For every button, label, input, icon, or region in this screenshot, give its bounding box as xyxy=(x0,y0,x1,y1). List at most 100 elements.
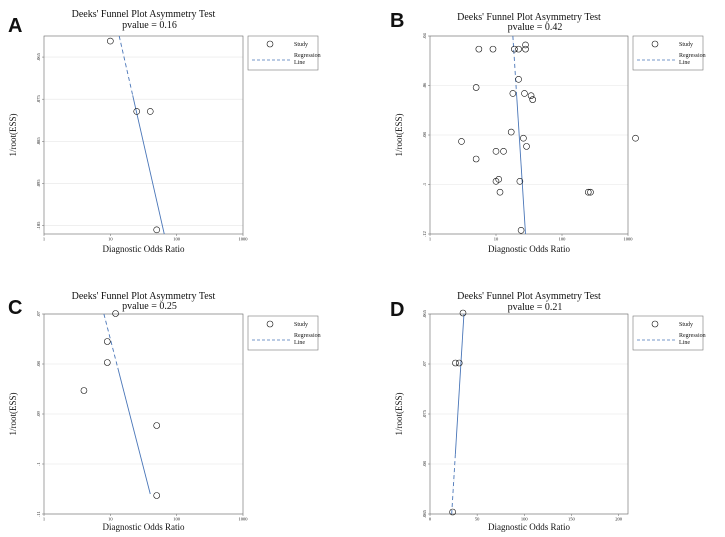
study-point xyxy=(500,148,507,155)
study-point xyxy=(632,134,639,142)
x-tick-label: 100 xyxy=(173,517,181,522)
legend-regression-label: Regression xyxy=(294,333,321,339)
study-point xyxy=(449,508,456,516)
study-point xyxy=(472,155,480,163)
panel-letter: A xyxy=(8,15,22,37)
y-tick-label: .08 xyxy=(422,460,427,466)
y-axis-label: 1/root(ESS) xyxy=(394,113,404,156)
regression-line-group xyxy=(118,36,165,234)
chart-title: Deeks' Funnel Plot Asymmetry Test xyxy=(457,12,601,23)
study-point xyxy=(496,188,504,196)
chart-pvalue: pvalue = 0.21 xyxy=(508,302,563,313)
panel-letter: D xyxy=(390,299,404,321)
study-point xyxy=(515,45,522,53)
x-tick-label: 1 xyxy=(43,237,45,242)
y-tick-label: .1 xyxy=(36,462,41,465)
x-tick-label: 1 xyxy=(429,237,431,242)
study-point xyxy=(584,188,592,196)
y-tick-label: .08 xyxy=(36,360,41,366)
study-point xyxy=(452,359,459,367)
x-tick-label: 200 xyxy=(615,517,623,522)
x-tick-label: 10 xyxy=(108,517,113,522)
y-tick-label: .1 xyxy=(422,183,427,186)
panel-d: D Deeks' Funnel Plot Asymmetry Testpvalue… xyxy=(390,291,706,532)
y-axis-label: 1/root(ESS) xyxy=(8,113,18,156)
y-tick-label: .07 xyxy=(422,360,427,366)
regression-line-group xyxy=(103,314,151,495)
study-point xyxy=(515,76,522,83)
x-tick-label: 50 xyxy=(475,517,480,522)
study-point xyxy=(507,128,515,136)
y-tick-label: .09 xyxy=(36,410,41,416)
study-point xyxy=(112,310,119,317)
study-point xyxy=(527,92,535,99)
legend-regression-label: Regression xyxy=(679,333,706,339)
y-tick-label: .085 xyxy=(36,137,41,146)
study-point xyxy=(80,387,88,394)
legend-study-marker xyxy=(651,320,659,328)
y-tick-label: .075 xyxy=(422,409,427,418)
x-tick-label: 0 xyxy=(429,517,432,522)
study-point xyxy=(522,41,529,49)
panel-letter: B xyxy=(390,10,404,32)
legend-study-marker xyxy=(266,40,274,48)
y-axis-label: 1/root(ESS) xyxy=(394,392,404,435)
x-axis-label: Diagnostic Odds Ratio xyxy=(103,522,185,532)
legend-regression-label: Line xyxy=(294,60,305,66)
legend-box xyxy=(247,35,319,71)
y-tick-label: .12 xyxy=(422,231,427,237)
x-tick-label: 100 xyxy=(173,237,181,242)
y-tick-label: .04 xyxy=(422,32,427,38)
y-tick-label: .065 xyxy=(36,52,41,61)
legend-box xyxy=(632,315,704,351)
legend-study-label: Study xyxy=(679,322,693,328)
legend-study-label: Study xyxy=(294,322,308,328)
study-point xyxy=(472,84,480,91)
study-point xyxy=(107,37,114,45)
y-tick-label: .085 xyxy=(422,509,427,518)
y-tick-label: .06 xyxy=(422,82,427,88)
panel-b: B Deeks' Funnel Plot Asymmetry Testpvalue… xyxy=(390,10,706,254)
study-point xyxy=(517,226,525,234)
study-point xyxy=(103,338,111,345)
chart-title: Deeks' Funnel Plot Asymmetry Test xyxy=(72,291,216,302)
regression-line xyxy=(103,314,151,495)
study-point xyxy=(492,148,500,155)
chart-title: Deeks' Funnel Plot Asymmetry Test xyxy=(72,9,216,20)
chart-pvalue: pvalue = 0.42 xyxy=(508,22,563,33)
panel-letter: C xyxy=(8,297,22,319)
chart-pvalue: pvalue = 0.25 xyxy=(122,301,177,312)
study-point xyxy=(520,134,527,142)
study-point xyxy=(511,45,518,53)
chart-title: Deeks' Funnel Plot Asymmetry Test xyxy=(457,291,601,302)
x-tick-label: 1000 xyxy=(239,237,249,242)
study-point xyxy=(489,45,497,53)
study-point xyxy=(133,108,141,115)
legend-box xyxy=(247,315,319,351)
regression-line-group xyxy=(451,314,465,514)
y-tick-label: .105 xyxy=(36,221,41,230)
x-tick-label: 100 xyxy=(521,517,529,522)
study-point xyxy=(153,492,160,499)
x-axis-label: Diagnostic Odds Ratio xyxy=(488,522,570,532)
regression-line xyxy=(118,36,165,234)
y-tick-label: .095 xyxy=(36,179,41,188)
legend-regression-label: Line xyxy=(294,340,305,346)
y-axis-label: 1/root(ESS) xyxy=(8,392,18,435)
legend-regression-label: Regression xyxy=(294,53,321,59)
legend-box xyxy=(632,35,704,71)
legend-study-marker xyxy=(651,40,659,48)
study-point xyxy=(458,138,465,145)
study-point xyxy=(459,309,467,317)
x-tick-label: 100 xyxy=(559,237,567,242)
x-tick-label: 1000 xyxy=(624,237,634,242)
study-point xyxy=(522,45,529,53)
study-point xyxy=(529,96,537,103)
y-tick-label: .075 xyxy=(36,95,41,104)
legend-study-marker xyxy=(266,320,274,328)
study-point xyxy=(523,143,530,150)
chart-pvalue: pvalue = 0.16 xyxy=(122,20,177,31)
y-tick-label: .065 xyxy=(422,309,427,318)
study-point xyxy=(103,359,111,366)
